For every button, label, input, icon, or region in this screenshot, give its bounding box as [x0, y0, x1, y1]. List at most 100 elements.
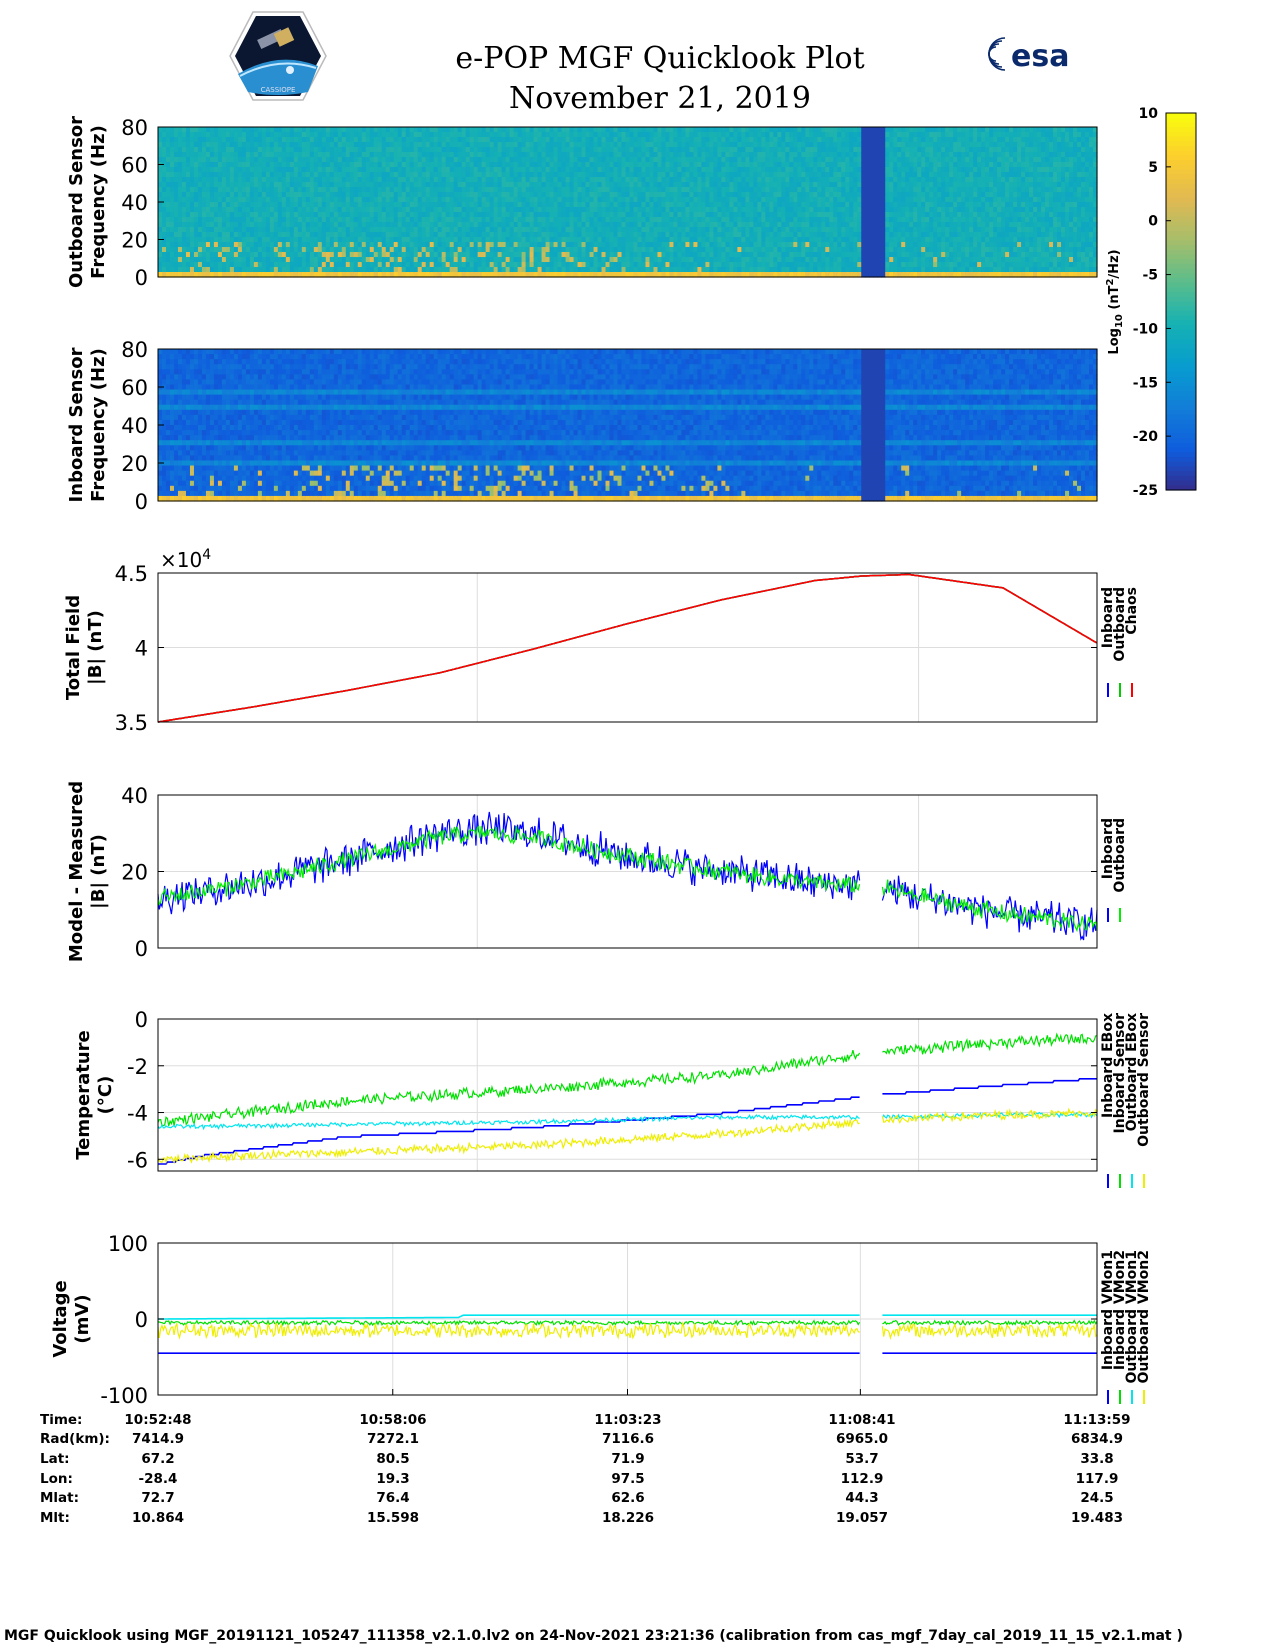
spectrogram-cell — [406, 137, 411, 143]
spectrogram-cell — [402, 137, 407, 143]
spectrogram-cell — [170, 262, 175, 268]
spectrogram-cell — [334, 222, 339, 228]
spectrogram-cell — [438, 182, 443, 188]
spectrogram-cell — [602, 232, 607, 238]
spectrogram-cell — [594, 132, 599, 138]
spectrogram-cell — [490, 247, 495, 253]
spectrogram-cell — [522, 262, 527, 268]
spectrogram-cell — [518, 187, 523, 193]
spectrogram-cell — [298, 252, 303, 258]
spectrogram-cell — [677, 232, 682, 238]
spectrogram-cell — [530, 127, 535, 133]
spectrogram-cell — [633, 207, 638, 213]
spectrogram-cell — [641, 222, 646, 228]
spectrogram-cell — [626, 227, 631, 233]
spectrogram-cell — [390, 252, 395, 258]
spectrogram-cell — [693, 142, 698, 148]
spectrogram-cell — [637, 157, 642, 163]
spectrogram-cell — [653, 147, 658, 153]
spectrogram-cell — [422, 237, 427, 243]
spectrogram-cell — [506, 132, 511, 138]
spectrogram-cell — [538, 192, 543, 198]
spectrogram-cell — [534, 262, 539, 268]
spectrogram-cell — [685, 147, 690, 153]
spectrogram-cell — [618, 127, 623, 133]
spectrogram-cell — [641, 142, 646, 148]
spectrogram-cell — [817, 197, 822, 203]
spectrogram-cell — [765, 197, 770, 203]
spectrogram-cell — [414, 217, 419, 223]
spectrogram-cell — [322, 202, 327, 208]
spectrogram-cell — [558, 157, 563, 163]
spectrogram-cell — [661, 147, 666, 153]
spectrogram-cell — [194, 197, 199, 203]
spectrogram-cell — [422, 147, 427, 153]
spectrogram-cell — [478, 252, 483, 258]
spectrogram-cell — [661, 212, 666, 218]
spectrogram-cell — [202, 202, 207, 208]
spectrogram-cell — [602, 137, 607, 143]
spectrogram-cell — [174, 207, 179, 213]
spectrogram-cell — [286, 267, 291, 273]
spectrogram-cell — [326, 162, 331, 168]
spectrogram-cell — [797, 172, 802, 178]
spectrogram-cell — [410, 182, 415, 188]
spectrogram-cell — [653, 207, 658, 213]
spectrogram-cell — [214, 232, 219, 238]
spectrogram-cell — [502, 252, 507, 258]
spectrogram-cell — [610, 207, 615, 213]
spectrogram-cell — [574, 147, 579, 153]
spectrogram-cell — [250, 137, 255, 143]
spectrogram-cell — [645, 127, 650, 133]
spectrogram-cell — [574, 262, 579, 268]
spectrogram-cell — [210, 237, 215, 243]
spectrogram-cell — [234, 207, 239, 213]
spectrogram-cell — [518, 237, 523, 243]
spectrogram-cell — [418, 167, 423, 173]
spectrogram-cell — [298, 247, 303, 253]
spectrogram-cell — [645, 187, 650, 193]
spectrogram-cell — [657, 182, 662, 188]
spectrogram-cell — [198, 152, 203, 158]
spectrogram-cell — [254, 132, 259, 138]
spectrogram-cell — [701, 202, 706, 208]
spectrogram-cell — [653, 127, 658, 133]
spectrogram-cell — [530, 197, 535, 203]
spectrogram-cell — [598, 182, 603, 188]
spectrogram-cell — [653, 212, 658, 218]
spectrogram-cell — [622, 207, 627, 213]
spectrogram-cell — [498, 227, 503, 233]
spectrogram-cell — [350, 212, 355, 218]
spectrogram-cell — [466, 192, 471, 198]
spectrogram-cell — [813, 242, 818, 248]
spectrogram-cell — [158, 132, 163, 138]
spectrogram-cell — [394, 217, 399, 223]
spectrogram-cell — [801, 132, 806, 138]
spectrogram-cell — [374, 227, 379, 233]
spectrogram-cell — [526, 137, 531, 143]
spectrogram-cell — [538, 262, 543, 268]
spectrogram-cell — [673, 257, 678, 263]
spectrogram-cell — [206, 207, 211, 213]
spectrogram-cell — [414, 262, 419, 268]
spectrogram-cell — [246, 172, 251, 178]
spectrogram-cell — [558, 192, 563, 198]
spectrogram-cell — [797, 132, 802, 138]
spectrogram-cell — [454, 127, 459, 133]
spectrogram-cell — [258, 247, 263, 253]
spectrogram-cell — [689, 147, 694, 153]
spectrogram-cell — [306, 187, 311, 193]
spectrogram-cell — [630, 157, 635, 163]
spectrogram-cell — [294, 172, 299, 178]
spectrogram-cell — [234, 237, 239, 243]
spectrogram-cell — [709, 232, 714, 238]
spectrogram-cell — [586, 207, 591, 213]
spectrogram-cell — [769, 157, 774, 163]
spectrogram-cell — [641, 132, 646, 138]
spectrogram-cell — [538, 157, 543, 163]
spectrogram-cell — [614, 172, 619, 178]
spectrogram-cell — [430, 262, 435, 268]
spectrogram-cell — [590, 162, 595, 168]
spectrogram-cell — [697, 152, 702, 158]
spectrogram-cell — [574, 232, 579, 238]
